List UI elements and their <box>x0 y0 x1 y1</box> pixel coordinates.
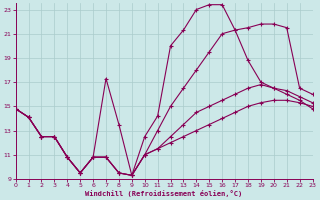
X-axis label: Windchill (Refroidissement éolien,°C): Windchill (Refroidissement éolien,°C) <box>85 190 243 197</box>
